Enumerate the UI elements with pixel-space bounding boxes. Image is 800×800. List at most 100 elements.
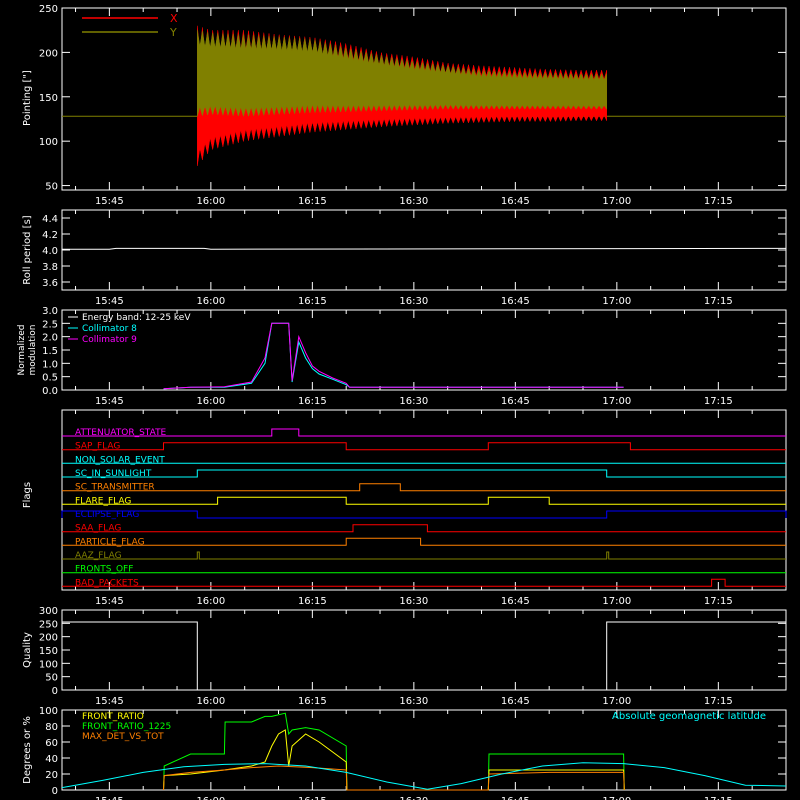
pointing-ytick-label: 200 — [39, 48, 58, 59]
modulation-xtick-label: 17:15 — [704, 396, 733, 407]
quality-xtick-label: 16:15 — [298, 696, 327, 707]
modulation-ytick-label: 2.0 — [42, 333, 58, 344]
quality-xtick-label: 16:00 — [196, 696, 225, 707]
modulation-legend-label: Collimator 8 — [82, 324, 137, 334]
quality-xtick-label: 16:45 — [501, 696, 530, 707]
quality-xtick-label: 17:00 — [602, 696, 631, 707]
geomag-xtick-label: 15:45 — [95, 796, 124, 800]
pointing-legend-label: Y — [169, 26, 177, 39]
flag-line — [62, 537, 786, 546]
modulation-series — [163, 322, 624, 390]
flag-line — [62, 442, 786, 451]
flag-line — [62, 483, 786, 492]
geomag-series — [163, 765, 625, 791]
geomag-xtick-label: 16:30 — [399, 796, 428, 800]
modulation-ytick-label: 1.0 — [42, 359, 58, 370]
geomag-xtick-label: 16:45 — [501, 796, 530, 800]
flags-panel: 15:45 16:00 16:15 16:30 16:45 17:00 17:15 Flags… — [22, 409, 787, 607]
quality-xtick-label: 15:45 — [95, 696, 124, 707]
geomag-ytick-label: 0 — [52, 786, 58, 797]
flags-xtick-label: 17:00 — [602, 596, 631, 607]
flag-label: FLARE_FLAG — [75, 496, 131, 506]
flag-line — [62, 428, 786, 437]
geomag-ytick-label: 80 — [45, 722, 58, 733]
modulation-xtick-label: 15:45 — [95, 396, 124, 407]
quality-panel: 15:45 16:00 16:15 16:30 16:45 17:00 17:15 Quali… — [22, 606, 787, 707]
roll-ytick-label: 4.0 — [42, 246, 58, 257]
flags-ylabel: Flags — [22, 482, 33, 508]
flag-label: NON_SOLAR_EVENT — [75, 455, 165, 465]
flag-label: SAA_FLAG — [75, 524, 121, 534]
flags-xtick-label: 16:45 — [501, 596, 530, 607]
flags-xtick-label: 16:15 — [298, 596, 327, 607]
modulation-ytick-label: 1.5 — [42, 346, 58, 357]
roll-xtick-label: 16:00 — [196, 296, 225, 307]
roll-xtick-label: 16:45 — [501, 296, 530, 307]
flag-line — [62, 524, 786, 533]
quality-ytick-label: 100 — [39, 659, 58, 670]
modulation-ytick-label: 2.5 — [42, 319, 58, 330]
modulation-panel: 15:45 16:00 16:15 16:30 16:45 17:00 17:15 Norma… — [17, 306, 787, 407]
flags-frame — [61, 409, 787, 591]
quality-ytick-label: 0 — [52, 686, 58, 697]
geomag-series — [61, 762, 787, 790]
roll-ytick-label: 3.8 — [42, 262, 58, 273]
geomag-xtick-label: 17:00 — [602, 796, 631, 800]
roll-series — [62, 247, 787, 250]
flag-line — [62, 551, 786, 560]
modulation-series — [163, 322, 624, 390]
flag-line — [62, 496, 786, 505]
roll-xtick-label: 16:30 — [399, 296, 428, 307]
quality-ytick-label: 150 — [39, 646, 58, 657]
geomag-xtick-label: 16:15 — [298, 796, 327, 800]
geomag-series — [163, 729, 625, 791]
quality-series — [62, 621, 786, 691]
geomag-ytick-label: 100 — [39, 706, 58, 717]
flag-line — [61, 510, 787, 519]
quality-xtick-label: 16:30 — [399, 696, 428, 707]
flag-line — [62, 578, 786, 587]
modulation-ylabel: Normalized — [17, 324, 27, 375]
roll-xtick-label: 17:00 — [602, 296, 631, 307]
modulation-xtick-label: 17:00 — [602, 396, 631, 407]
geomag-legend-label: FRONT_RATIO_1225 — [82, 722, 171, 732]
roll-xtick-label: 16:15 — [298, 296, 327, 307]
pointing-ytick-label: 150 — [39, 93, 58, 104]
pointing-panel: 15:45 16:00 16:15 16:30 16:45 17:00 17:15 Point… — [22, 4, 787, 207]
pointing-xtick-label: 16:30 — [399, 196, 428, 207]
modulation-ytick-label: 3.0 — [42, 306, 58, 317]
geomag-ytick-label: 40 — [45, 754, 58, 765]
pointing-xtick-label: 17:15 — [704, 196, 733, 207]
quality-ytick-label: 250 — [39, 619, 58, 630]
pointing-xtick-label: 17:00 — [602, 196, 631, 207]
pointing-ytick-label: 100 — [39, 137, 58, 148]
pointing-xtick-label: 15:45 — [95, 196, 124, 207]
geomag-annotation: Absolute geomagnetic latitude — [612, 711, 766, 722]
flags-xtick-label: 16:00 — [196, 596, 225, 607]
modulation-xtick-label: 16:15 — [298, 396, 327, 407]
modulation-xtick-label: 16:00 — [196, 396, 225, 407]
flag-label: ATTENUATOR_STATE — [75, 428, 167, 438]
flags-xtick-label: 15:45 — [95, 596, 124, 607]
modulation-legend-label: Collimator 9 — [82, 335, 137, 345]
modulation-xtick-label: 16:30 — [399, 396, 428, 407]
roll-ylabel: Roll period [s] — [22, 215, 33, 284]
pointing-ytick-label: 250 — [39, 4, 58, 15]
geomag-xtick-label: 17:15 — [704, 796, 733, 800]
roll-ytick-label: 4.2 — [42, 230, 58, 241]
geomag-ytick-label: 60 — [45, 738, 58, 749]
modulation-legend-label: Energy band: 12-25 keV — [82, 313, 191, 323]
flag-label: SAP_FLAG — [75, 442, 120, 452]
pointing-ylabel: Pointing ["] — [22, 70, 33, 126]
geomag-ylabel: Degrees or % — [22, 716, 33, 784]
pointing-xtick-label: 16:15 — [298, 196, 327, 207]
geomag-xtick-label: 16:00 — [196, 796, 225, 800]
roll-panel: 15:45 16:00 16:15 16:30 16:45 17:00 17:15 Roll … — [22, 209, 787, 307]
roll-ytick-label: 3.6 — [42, 278, 58, 289]
flag-label: FRONTS_OFF — [75, 565, 133, 575]
flag-label: PARTICLE_FLAG — [75, 537, 145, 547]
quality-ytick-label: 300 — [39, 606, 58, 617]
flag-label: SC_IN_SUNLIGHT — [75, 469, 152, 479]
